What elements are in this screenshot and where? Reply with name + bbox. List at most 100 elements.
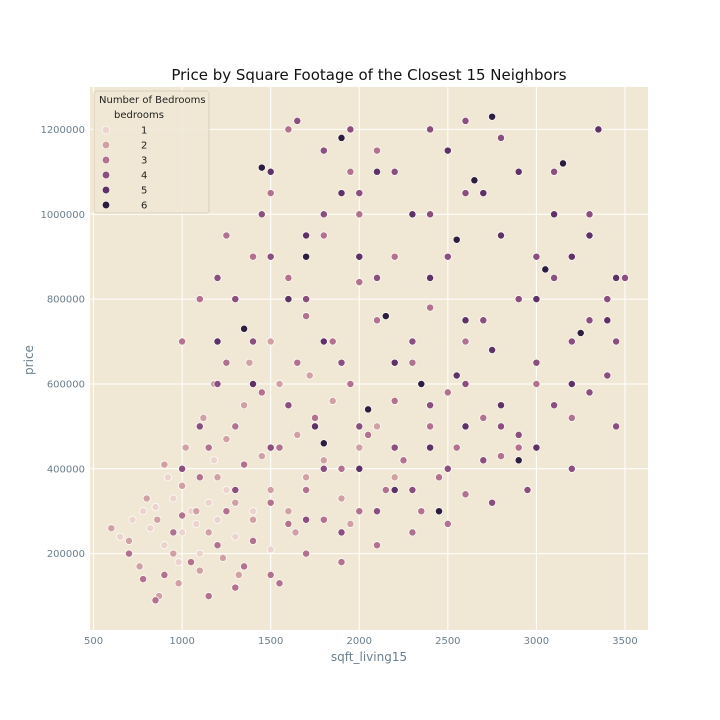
data-point [355, 210, 364, 219]
data-point [204, 443, 213, 452]
legend-marker [101, 185, 111, 195]
legend-entry-label: 6 [141, 201, 147, 212]
data-point [266, 443, 275, 452]
data-point [532, 443, 541, 452]
data-point [417, 507, 426, 516]
data-point [567, 380, 576, 388]
x-tick-label: 3500 [612, 636, 637, 647]
data-point [284, 295, 293, 304]
data-point [231, 583, 240, 592]
data-point [488, 346, 497, 354]
data-point [222, 507, 231, 516]
data-point [461, 490, 470, 499]
data-point [163, 473, 172, 482]
data-point [532, 252, 541, 261]
data-point [443, 519, 452, 528]
data-point [319, 231, 328, 240]
data-point [567, 337, 576, 346]
data-point [408, 486, 417, 494]
data-point [567, 413, 576, 422]
data-point [266, 498, 275, 507]
data-point [195, 422, 204, 431]
data-point [443, 252, 452, 261]
data-point [355, 507, 364, 516]
data-point [373, 146, 381, 155]
data-point [240, 401, 249, 410]
data-point [390, 443, 399, 452]
data-point [319, 337, 328, 346]
data-point [346, 167, 355, 176]
data-point [204, 498, 213, 507]
data-point [559, 159, 567, 168]
data-point [249, 536, 257, 545]
legend-box [93, 90, 210, 214]
data-point [107, 524, 116, 533]
legend-entry-label: 2 [141, 141, 147, 152]
data-point [426, 443, 435, 452]
data-point [585, 388, 594, 397]
x-tick-label: 500 [84, 636, 103, 647]
data-point [174, 558, 183, 567]
x-tick-label: 1500 [258, 636, 283, 647]
y-tick-label: 600000 [47, 379, 85, 390]
data-point [199, 413, 208, 422]
data-point [603, 371, 612, 380]
data-point [249, 337, 257, 346]
data-point [139, 575, 148, 584]
data-point [461, 316, 470, 325]
data-point [390, 396, 399, 405]
data-point [328, 337, 337, 346]
data-point [128, 515, 137, 524]
data-point [178, 481, 187, 490]
data-point [257, 163, 266, 172]
data-point [257, 452, 266, 461]
data-point [373, 541, 381, 550]
data-point [346, 125, 355, 134]
legend-title: Number of Bedrooms [99, 95, 206, 106]
data-point [452, 371, 461, 380]
data-point [231, 532, 240, 541]
data-point [213, 380, 222, 388]
data-point [514, 295, 523, 304]
data-point [151, 503, 160, 511]
legend-entry-label: 4 [141, 171, 147, 182]
data-point [213, 337, 222, 346]
data-point [594, 125, 603, 134]
data-point [139, 507, 148, 516]
data-point [355, 278, 364, 287]
data-point [364, 405, 373, 414]
x-axis-label: sqft_living15 [331, 650, 407, 664]
data-point [603, 316, 612, 325]
data-point [249, 507, 257, 516]
x-tick-label: 2000 [347, 636, 372, 647]
data-point [178, 528, 187, 537]
data-point [479, 413, 488, 422]
data-point [222, 435, 231, 444]
data-point [585, 316, 594, 325]
data-point [302, 252, 311, 261]
y-axis-label: price [22, 345, 36, 375]
data-point [470, 176, 479, 185]
data-point [514, 443, 523, 452]
data-point [390, 252, 399, 261]
data-point [257, 210, 266, 219]
data-point [160, 460, 169, 469]
data-point [479, 456, 488, 465]
data-point [567, 464, 576, 473]
data-point [195, 295, 204, 304]
data-point [532, 295, 541, 304]
data-point [284, 507, 293, 516]
data-point [213, 473, 222, 482]
data-point [305, 371, 314, 380]
data-point [204, 528, 213, 537]
data-point [231, 498, 240, 507]
data-point [408, 337, 417, 346]
data-point [169, 549, 178, 558]
data-point [275, 579, 284, 588]
data-point [373, 273, 381, 282]
data-point [266, 252, 275, 261]
data-point [497, 401, 505, 410]
data-point [222, 358, 231, 367]
data-point [192, 519, 201, 528]
data-point [346, 380, 355, 388]
